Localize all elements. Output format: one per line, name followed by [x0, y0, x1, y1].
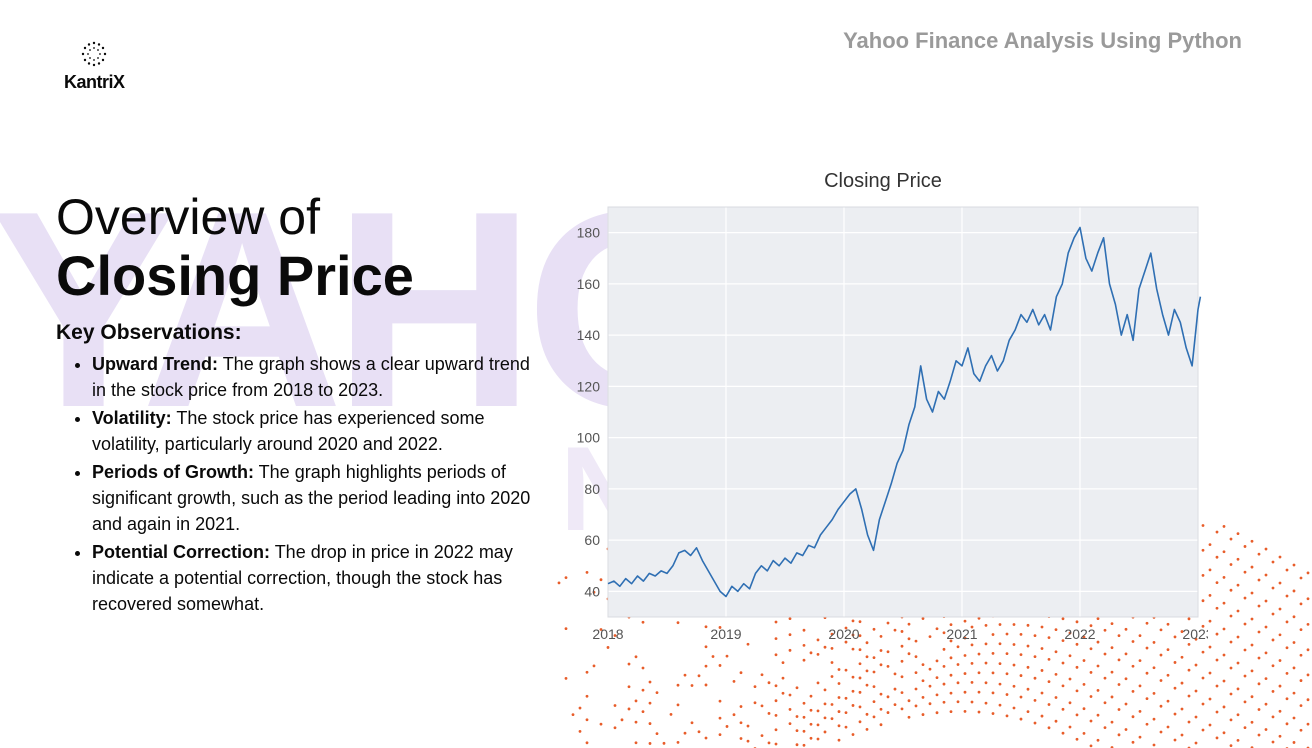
svg-text:2019: 2019	[710, 626, 741, 642]
svg-text:40: 40	[584, 583, 600, 599]
observation-lead: Upward Trend:	[92, 354, 218, 374]
logo-icon	[80, 40, 108, 68]
observation-item: Upward Trend: The graph shows a clear up…	[92, 351, 536, 403]
observation-lead: Potential Correction:	[92, 542, 270, 562]
svg-text:100: 100	[577, 430, 601, 446]
svg-text:2018: 2018	[592, 626, 623, 642]
observation-lead: Periods of Growth:	[92, 462, 254, 482]
title-line-2: Closing Price	[56, 245, 536, 307]
svg-text:160: 160	[577, 276, 601, 292]
observation-item: Potential Correction: The drop in price …	[92, 539, 536, 617]
svg-text:2020: 2020	[828, 626, 859, 642]
svg-text:2022: 2022	[1064, 626, 1095, 642]
svg-text:60: 60	[584, 532, 600, 548]
svg-text:140: 140	[577, 327, 601, 343]
svg-text:80: 80	[584, 481, 600, 497]
chart-title: Closing Price	[558, 170, 1208, 193]
closing-price-chart: 2018 2019 2020 2021 2022 2023 40 60 80 100 120 140 1…	[558, 197, 1208, 657]
page-subtitle: Yahoo Finance Analysis Using Python	[843, 28, 1242, 54]
observation-item: Volatility: The stock price has experien…	[92, 405, 536, 457]
title-line-1: Overview of	[56, 190, 536, 245]
svg-text:180: 180	[577, 225, 601, 241]
observations-list: Upward Trend: The graph shows a clear up…	[56, 351, 536, 618]
svg-text:2023: 2023	[1182, 626, 1208, 642]
observations-header: Key Observations:	[56, 321, 536, 345]
chart-container: Closing Price 2018 2019 2020 2021 2022 2023 40…	[558, 170, 1208, 660]
svg-text:120: 120	[577, 378, 601, 394]
svg-text:2021: 2021	[946, 626, 977, 642]
logo-text: KantriX	[64, 72, 125, 93]
observation-item: Periods of Growth: The graph highlights …	[92, 459, 536, 537]
content-left: Overview of Closing Price Key Observatio…	[56, 190, 536, 620]
logo: KantriX	[64, 40, 125, 93]
observation-lead: Volatility:	[92, 408, 172, 428]
